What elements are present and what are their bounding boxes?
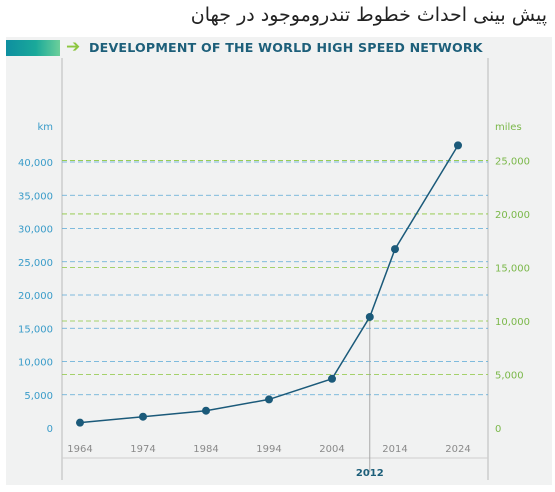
x-tick-label: 1994 [256,444,281,455]
page-title: پیش بینی احداث خطوط تندروموجود در جهان [190,4,547,26]
miles-tick-label: 15,000 [495,263,530,274]
data-point [202,406,210,415]
miles-tick-label: 0 [495,424,501,435]
km-tick-label: 20,000 [18,291,53,302]
km-tick-label: 30,000 [18,225,53,236]
x-tick-label: 1964 [67,444,92,455]
data-point [454,141,462,150]
miles-tick-label: 10,000 [495,317,530,328]
data-point [139,412,147,421]
data-point [328,374,336,383]
x-tick-label: 1974 [130,444,155,455]
header-accent-bar [6,40,60,56]
miles-tick-label: 20,000 [495,210,530,221]
data-point [265,395,273,404]
km-tick-label: 15,000 [18,324,53,335]
arrow-right-icon: ➔ [66,37,81,57]
km-tick-label: 10,000 [18,358,53,369]
km-unit-label: km [37,122,53,133]
x-tick-label: 2004 [319,444,344,455]
x-tick-label: 1984 [193,444,218,455]
km-tick-label: 40,000 [18,158,53,169]
km-tick-label: 0 [47,424,53,435]
x-tick-label: 2024 [445,444,470,455]
km-tick-label: 35,000 [18,191,53,202]
data-point [76,418,84,427]
km-tick-label: 25,000 [18,258,53,269]
data-point [365,312,374,321]
chart-panel [6,37,552,485]
km-tick-label: 5,000 [24,391,53,402]
series-line [79,144,459,424]
highlight-year-label: 2012 [356,468,384,479]
data-point [391,245,399,254]
x-tick-label: 2014 [382,444,407,455]
miles-tick-label: 5,000 [495,370,524,381]
chart-title: DEVELOPMENT OF THE WORLD HIGH SPEED NETW… [89,40,483,55]
miles-unit-label: miles [495,122,522,133]
miles-tick-label: 25,000 [495,156,530,167]
